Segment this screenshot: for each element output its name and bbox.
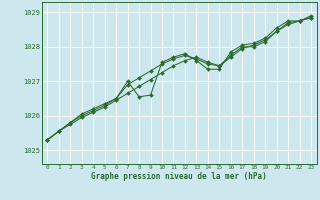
X-axis label: Graphe pression niveau de la mer (hPa): Graphe pression niveau de la mer (hPa) [91, 172, 267, 181]
